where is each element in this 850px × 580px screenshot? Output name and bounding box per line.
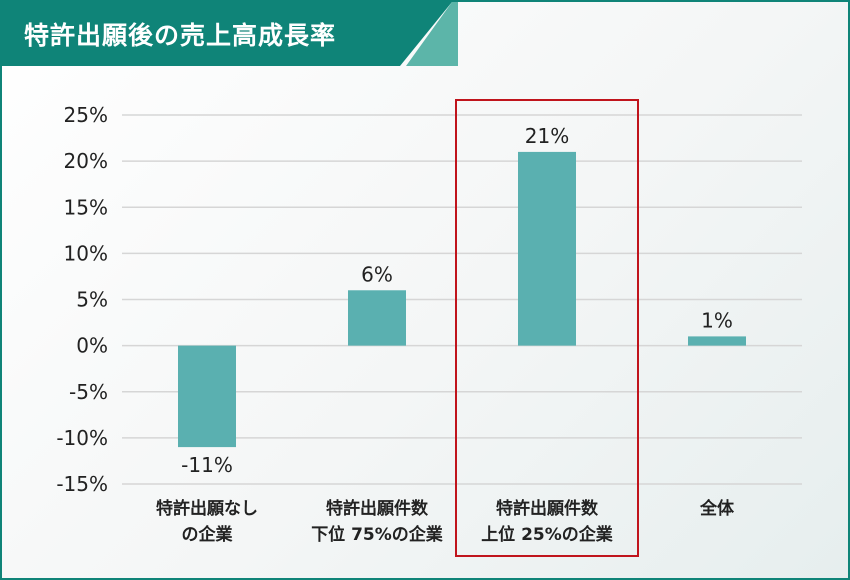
- y-tick-label: -5%: [69, 380, 108, 404]
- bar: [688, 336, 746, 346]
- category-label: 特許出願なし: [156, 498, 258, 519]
- bar: [518, 151, 576, 346]
- y-tick-label: 25%: [64, 103, 108, 127]
- title-banner-shape: [2, 2, 458, 66]
- category-label: 特許出願件数: [326, 498, 429, 519]
- y-axis-ticks: 25% 20% 15% 10% 5% 0% -5% -10% -15%: [56, 103, 108, 496]
- data-labels: -11% 6% 21% 1%: [181, 124, 733, 477]
- y-tick-label: 5%: [76, 288, 108, 312]
- y-tick-label: -10%: [56, 426, 108, 450]
- y-tick-label: 0%: [76, 334, 108, 358]
- bar: [178, 345, 236, 448]
- bars: [178, 151, 746, 448]
- y-tick-label: 10%: [64, 241, 108, 265]
- data-label: 6%: [361, 262, 393, 286]
- chart-title: 特許出願後の売上高成長率: [24, 21, 337, 50]
- category-label: 特許出願件数: [496, 498, 599, 519]
- category-label: 上位 25%の企業: [481, 524, 613, 545]
- y-tick-label: -15%: [56, 472, 108, 496]
- y-tick-label: 15%: [64, 195, 108, 219]
- data-label: 1%: [701, 308, 733, 332]
- category-label: 全体: [699, 498, 735, 519]
- category-label: の企業: [182, 524, 233, 545]
- highlight-box: [455, 99, 639, 557]
- title-banner: 特許出願後の売上高成長率: [2, 2, 458, 66]
- data-label: 21%: [525, 124, 569, 148]
- category-label: 下位 75%の企業: [311, 524, 443, 545]
- y-tick-label: 20%: [64, 149, 108, 173]
- data-label: -11%: [181, 453, 233, 477]
- bar: [348, 290, 406, 346]
